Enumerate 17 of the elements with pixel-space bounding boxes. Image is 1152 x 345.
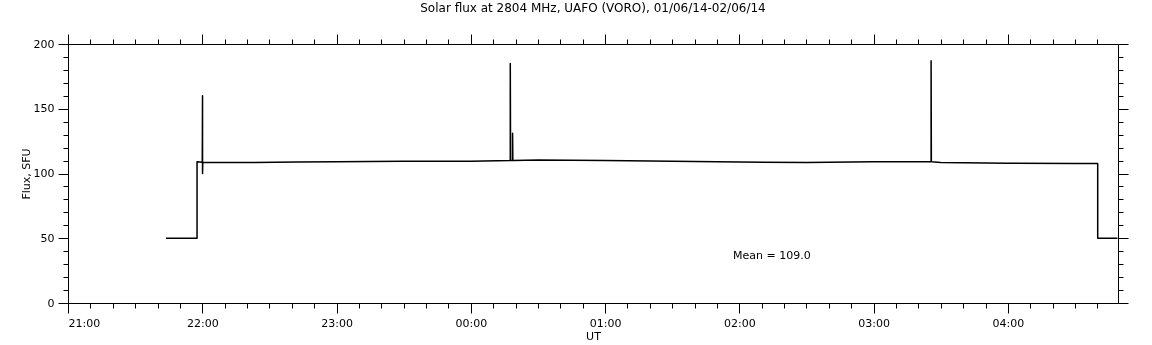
x-tick-label: 01:00	[589, 316, 622, 330]
x-tick-label: 23:00	[321, 316, 353, 330]
x-tick-label: 21:00	[68, 316, 101, 330]
y-axis-title: Flux, SFU	[19, 148, 33, 200]
x-tick-label: 22:00	[186, 316, 219, 330]
chart-title: Solar flux at 2804 MHz, UAFO (VORO), 01/06/14-02/06/14	[420, 1, 766, 15]
x-tick-label: 03:00	[858, 316, 890, 330]
annotation: Mean = 109.0	[733, 249, 811, 262]
x-axis-title: UT	[586, 329, 602, 343]
y-tick-label: 0	[47, 296, 55, 310]
x-tick-label: 00:00	[455, 316, 488, 330]
y-tick-label: 200	[33, 37, 55, 51]
y-tick-label: 50	[40, 231, 55, 245]
y-tick-label: 150	[33, 102, 55, 116]
x-tick-label: 04:00	[992, 316, 1025, 330]
y-tick-label: 100	[33, 167, 55, 180]
x-tick-label: 02:00	[724, 316, 756, 330]
